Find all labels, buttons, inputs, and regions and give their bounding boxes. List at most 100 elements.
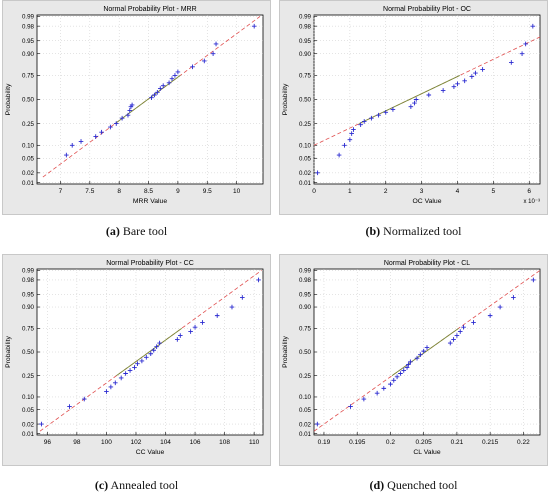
y-tick-label: 0.02 xyxy=(299,421,312,428)
x-tick-label: 8.5 xyxy=(144,188,153,195)
data-point xyxy=(406,362,411,367)
caption-text: Quenched tool xyxy=(387,478,458,492)
y-tick-label: 0.98 xyxy=(22,277,35,284)
data-point xyxy=(349,131,354,136)
data-point xyxy=(398,371,403,376)
chart-title: Normal Probability Plot - MRR xyxy=(103,6,196,13)
x-tick-label: 8 xyxy=(117,188,121,195)
data-point xyxy=(108,124,113,130)
data-point xyxy=(348,404,353,409)
data-point xyxy=(125,112,131,118)
data-point xyxy=(154,344,159,350)
data-point xyxy=(315,421,320,427)
chart-panel-cl: 0.01 0.02 0.05 0.10 0.25 0.50 0.75 0.90 0.95 0.98… xyxy=(279,254,548,466)
x-tick-label: 0.19 xyxy=(318,439,331,446)
y-tick-label: 0.25 xyxy=(299,373,312,380)
data-point xyxy=(424,345,430,350)
chart-mrr: 0.01 0.02 0.05 0.10 0.25 0.50 0.75 0.90 0.95 0.98… xyxy=(5,6,264,205)
data-point xyxy=(391,377,397,383)
y-tick-label: 0.98 xyxy=(299,23,312,30)
data-point xyxy=(81,396,87,402)
data-point xyxy=(388,381,393,387)
data-point xyxy=(251,23,257,29)
data-point xyxy=(210,51,216,57)
x-tick-label: 10 xyxy=(233,188,241,195)
caption-letter: (b) xyxy=(365,224,381,238)
x-tick-label: 102 xyxy=(131,439,142,446)
y-tick-label: 0.25 xyxy=(22,373,35,380)
caption-letter: (c) xyxy=(94,478,109,492)
data-point xyxy=(336,152,342,158)
data-point xyxy=(39,421,44,427)
data-point xyxy=(112,380,118,386)
y-tick-label: 0.50 xyxy=(22,97,35,104)
data-point xyxy=(108,384,114,390)
data-point xyxy=(361,119,367,124)
data-point xyxy=(213,41,219,47)
data-point xyxy=(408,104,414,110)
chart-cc: 0.01 0.02 0.05 0.10 0.25 0.50 0.75 0.90 0.95 0.98… xyxy=(5,260,264,456)
data-point xyxy=(99,129,104,135)
data-point xyxy=(454,333,460,338)
data-point xyxy=(361,396,367,402)
data-point xyxy=(462,78,467,84)
data-point xyxy=(214,313,220,318)
x-tick-label: 2 xyxy=(384,188,388,195)
x-tick-label: 98 xyxy=(73,439,81,446)
y-tick-label: 0.95 xyxy=(22,291,35,298)
y-tick-label: 0.75 xyxy=(22,326,35,333)
data-point xyxy=(511,295,516,300)
data-point xyxy=(160,83,166,89)
y-tick-label: 0.10 xyxy=(299,394,312,401)
x-tick-label: 1 xyxy=(348,188,352,195)
data-point xyxy=(404,365,410,370)
y-tick-label: 0.02 xyxy=(22,421,35,428)
data-point xyxy=(129,102,135,108)
data-point xyxy=(148,351,154,357)
data-point xyxy=(123,371,128,376)
data-point xyxy=(192,324,198,330)
data-point xyxy=(256,277,261,283)
caption-text: Normalized tool xyxy=(383,224,462,238)
data-point xyxy=(118,375,124,381)
x-axis-label: CC Value xyxy=(136,449,165,456)
x-tick-label: 0.215 xyxy=(482,439,499,446)
y-tick-label: 0.75 xyxy=(22,73,35,80)
y-tick-label: 0.01 xyxy=(299,431,312,438)
data-point xyxy=(487,313,493,318)
data-point xyxy=(413,97,419,102)
x-tick-label: 9 xyxy=(176,188,180,195)
caption-letter: (d) xyxy=(369,478,385,492)
x-axis-label: OC Value xyxy=(413,198,442,205)
chart-cl: 0.01 0.02 0.05 0.10 0.25 0.50 0.75 0.90 0.95 0.98… xyxy=(282,260,541,456)
data-point xyxy=(139,358,145,364)
data-point xyxy=(414,355,420,361)
y-tick-label: 0.99 xyxy=(299,14,312,21)
data-point xyxy=(374,390,380,396)
x-axis-label: CL Value xyxy=(413,449,440,456)
data-point xyxy=(127,368,133,373)
plot-area xyxy=(313,14,541,185)
x-tick-label: 7 xyxy=(59,188,63,195)
y-tick-label: 0.05 xyxy=(299,155,312,162)
y-tick-label: 0.90 xyxy=(22,51,35,58)
data-point xyxy=(455,81,460,87)
y-axis-label: Probability xyxy=(282,336,289,368)
y-axis-label: Probability xyxy=(5,83,12,115)
data-point xyxy=(200,320,205,325)
data-point xyxy=(127,108,133,113)
y-tick-label: 0.50 xyxy=(22,349,35,356)
data-point xyxy=(408,359,413,365)
data-point xyxy=(69,142,75,148)
data-point xyxy=(531,277,536,283)
data-point xyxy=(421,348,426,354)
y-tick-label: 0.99 xyxy=(299,268,312,275)
data-point xyxy=(497,304,503,310)
caption-quenched-tool: (d) Quenched tool xyxy=(279,478,548,493)
data-point xyxy=(523,41,528,47)
plot-area xyxy=(36,14,264,185)
data-point xyxy=(155,89,160,95)
caption-annealed-tool: (c) Annealed tool xyxy=(2,478,271,493)
data-point xyxy=(201,58,207,64)
plot-area xyxy=(313,268,541,436)
